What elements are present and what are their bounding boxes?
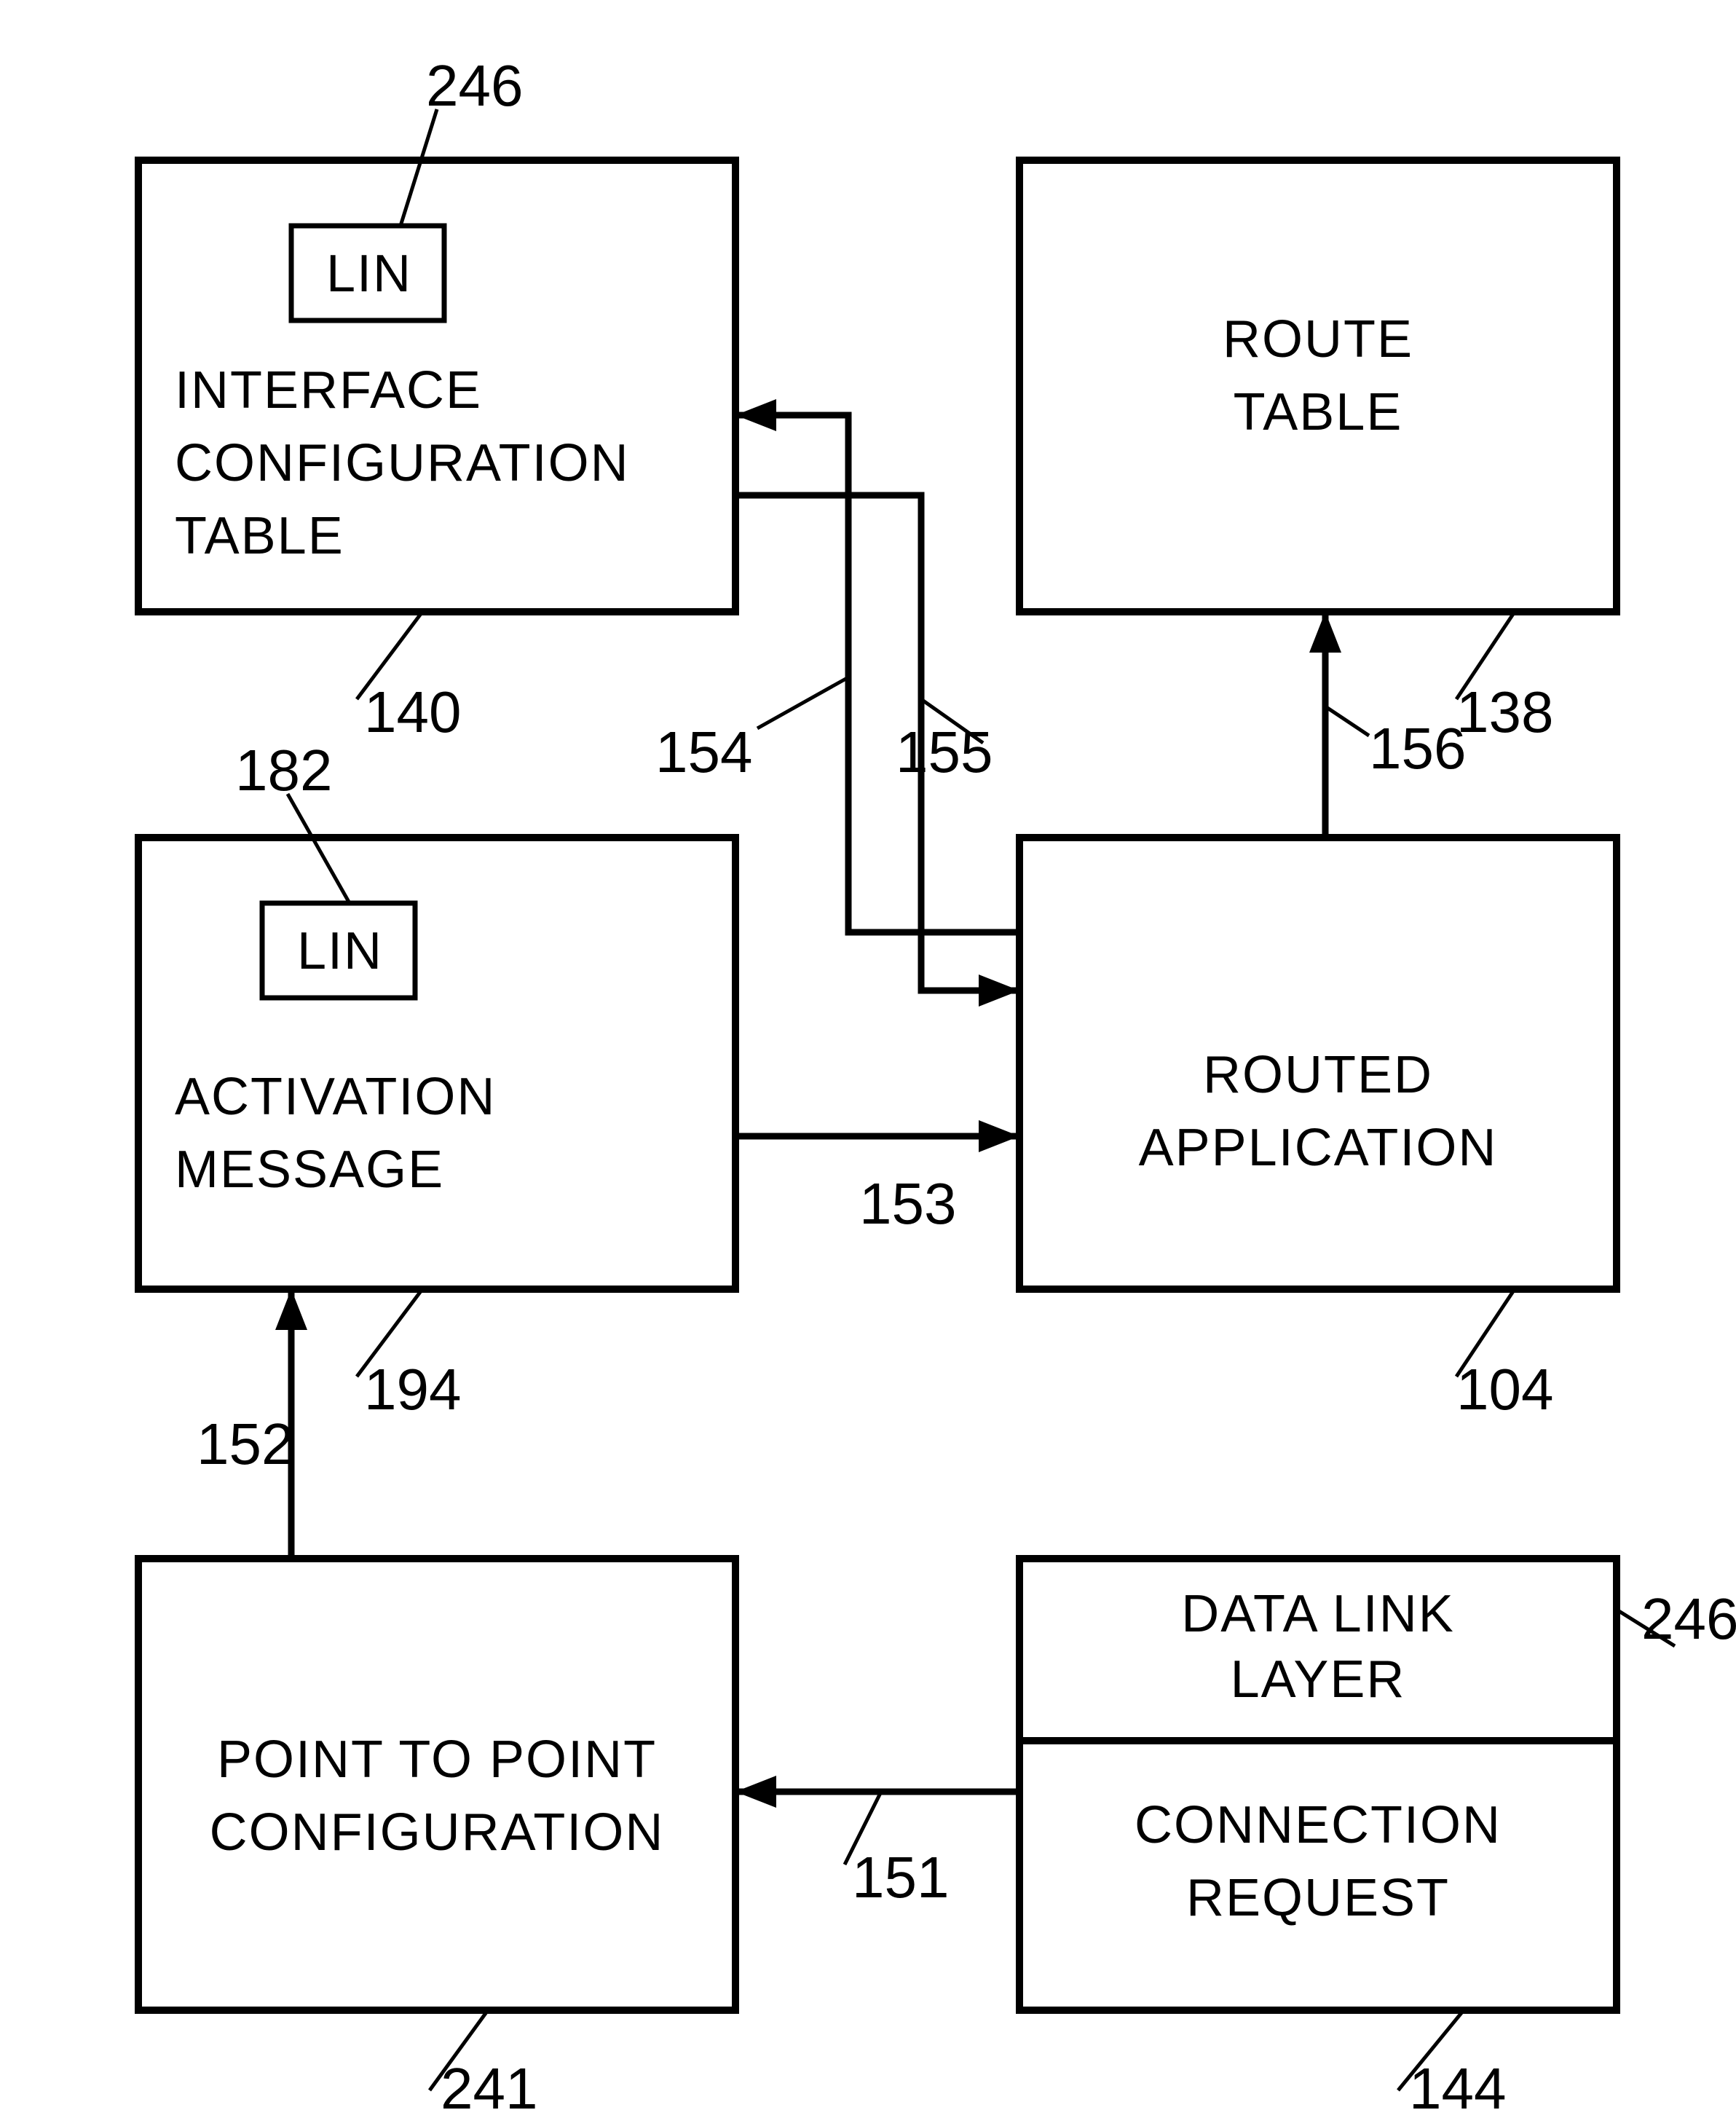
svg-text:ROUTE: ROUTE	[1223, 310, 1413, 369]
ref-label: 156	[1369, 716, 1466, 781]
ref-label: 154	[655, 720, 752, 784]
svg-text:REQUEST: REQUEST	[1186, 1869, 1450, 1927]
ref-label: 140	[364, 680, 461, 744]
svg-text:CONNECTION: CONNECTION	[1135, 1796, 1502, 1854]
svg-text:CONFIGURATION: CONFIGURATION	[210, 1803, 665, 1862]
ref-label: 138	[1456, 680, 1553, 744]
ref-label: 246	[1641, 1586, 1736, 1651]
svg-text:ACTIVATION: ACTIVATION	[175, 1068, 496, 1126]
ref-label: 152	[197, 1412, 293, 1476]
ref-label: 144	[1409, 2056, 1506, 2118]
ref-label: 151	[852, 1845, 949, 1910]
svg-text:LIN: LIN	[326, 245, 412, 303]
svg-text:POINT TO POINT: POINT TO POINT	[217, 1731, 657, 1789]
svg-text:TABLE: TABLE	[1234, 383, 1403, 441]
ref-label: 246	[426, 53, 523, 118]
ref-label: 153	[859, 1171, 956, 1236]
svg-text:TABLE: TABLE	[175, 507, 344, 565]
svg-text:CONFIGURATION: CONFIGURATION	[175, 434, 630, 492]
svg-text:INTERFACE: INTERFACE	[175, 361, 482, 420]
ref-label: 155	[896, 720, 993, 784]
svg-text:ROUTED: ROUTED	[1203, 1046, 1433, 1104]
svg-text:MESSAGE: MESSAGE	[175, 1141, 444, 1199]
ref-label: 104	[1456, 1357, 1553, 1422]
ref-label: 241	[441, 2056, 537, 2118]
svg-text:LAYER: LAYER	[1231, 1650, 1406, 1709]
activation-message: LIN	[138, 838, 735, 1289]
svg-text:DATA LINK: DATA LINK	[1181, 1585, 1454, 1643]
svg-text:APPLICATION: APPLICATION	[1139, 1119, 1498, 1177]
svg-text:LIN: LIN	[297, 922, 383, 980]
ref-label: 182	[235, 738, 332, 803]
ref-label: 194	[364, 1357, 461, 1422]
